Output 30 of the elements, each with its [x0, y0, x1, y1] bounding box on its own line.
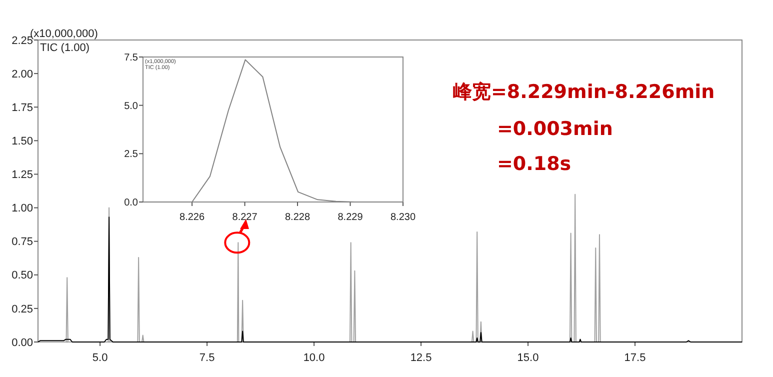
x-tick-label: 8.227: [232, 212, 258, 223]
y-tick-label: 1.50: [12, 136, 33, 148]
y-tick-label: 2.5: [124, 149, 138, 160]
x-tick-label: 15.0: [517, 352, 539, 364]
x-tick-label: 8.226: [180, 212, 205, 223]
annotation: =0.003min: [497, 118, 613, 140]
y-tick-label: 0.0: [124, 198, 138, 208]
annotation: 峰宽=8.229min-8.226min: [453, 81, 715, 103]
y-tick-label: 2.00: [12, 68, 33, 80]
y-tick-label: 5.0: [124, 100, 138, 112]
x-tick-label: 12.5: [410, 352, 432, 364]
annotation: =0.18s: [497, 153, 572, 175]
y-tick-label: 0.50: [12, 270, 33, 282]
x-tick-label: 10.0: [303, 352, 325, 364]
y-tick-label: 0.00: [12, 336, 33, 349]
y-tick-label: 1.25: [12, 169, 33, 182]
y-tick-label: 1.75: [12, 102, 33, 114]
x-tick-label: 8.230: [390, 212, 416, 223]
x-tick-label: 8.229: [338, 212, 364, 223]
annotation: TIC (1.00): [40, 42, 90, 54]
y-axis-title: (x10,000,000): [30, 28, 98, 40]
y-tick-label: 7.5: [124, 52, 138, 64]
x-tick-label: 17.5: [624, 352, 646, 364]
line-series: [142, 59, 404, 202]
y-tick-label: 1.00: [12, 202, 33, 215]
x-tick-label: 5.0: [92, 352, 108, 364]
y-tick-label: 0.75: [12, 236, 33, 248]
x-tick-label: 8.228: [285, 212, 310, 223]
y-tick-label: 0.25: [12, 303, 33, 316]
x-tick-label: 7.5: [199, 352, 215, 364]
